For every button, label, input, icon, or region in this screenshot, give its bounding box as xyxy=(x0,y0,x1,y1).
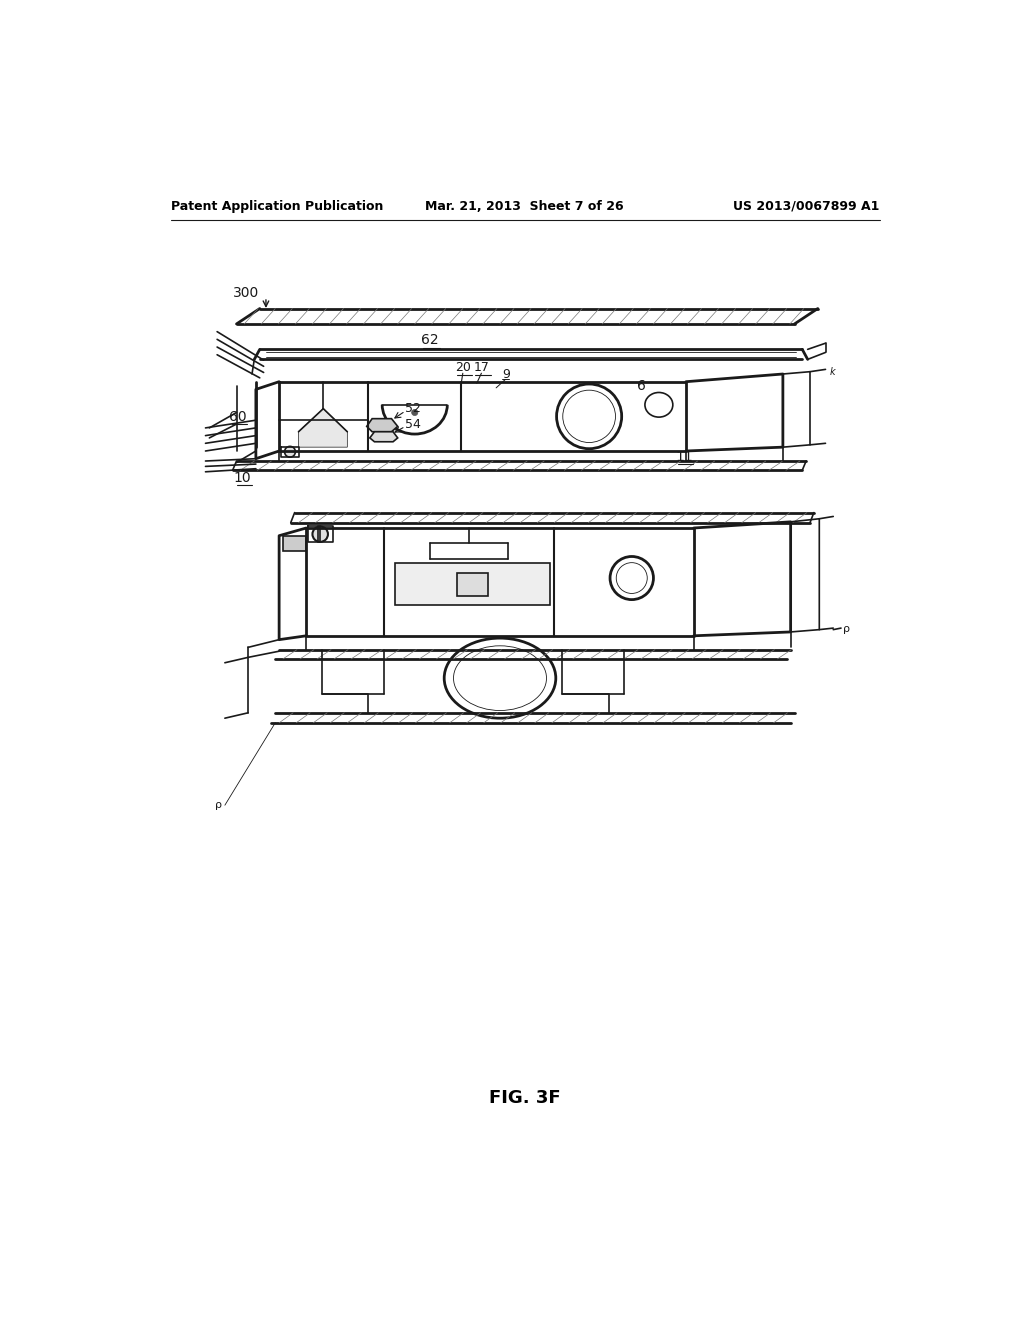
Text: US 2013/0067899 A1: US 2013/0067899 A1 xyxy=(733,199,880,213)
Text: 62: 62 xyxy=(422,333,439,347)
Text: 9: 9 xyxy=(502,367,510,380)
Circle shape xyxy=(412,409,418,416)
Text: 11: 11 xyxy=(676,450,693,465)
Text: ρ: ρ xyxy=(215,800,222,810)
Text: 54: 54 xyxy=(406,417,421,430)
Text: 20: 20 xyxy=(455,362,471,375)
Text: 300: 300 xyxy=(232,286,259,300)
Polygon shape xyxy=(395,562,550,605)
Text: 10: 10 xyxy=(233,471,252,484)
Circle shape xyxy=(285,446,295,457)
Text: FIG. 3F: FIG. 3F xyxy=(489,1089,560,1106)
Polygon shape xyxy=(458,573,488,595)
Polygon shape xyxy=(283,536,306,552)
Circle shape xyxy=(312,527,328,543)
Text: 6: 6 xyxy=(637,379,645,392)
Text: Patent Application Publication: Patent Application Publication xyxy=(171,199,383,213)
Text: 52: 52 xyxy=(406,403,421,416)
Text: k: k xyxy=(829,367,835,378)
Text: Mar. 21, 2013  Sheet 7 of 26: Mar. 21, 2013 Sheet 7 of 26 xyxy=(426,199,624,213)
Polygon shape xyxy=(367,418,397,432)
Polygon shape xyxy=(299,409,347,447)
Polygon shape xyxy=(370,432,397,442)
Text: 60: 60 xyxy=(229,411,247,424)
Text: 17: 17 xyxy=(473,362,489,375)
Text: ρ: ρ xyxy=(843,624,850,634)
